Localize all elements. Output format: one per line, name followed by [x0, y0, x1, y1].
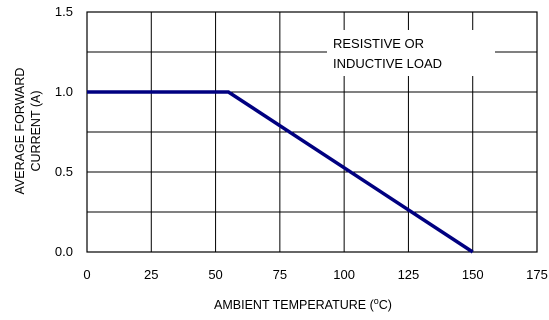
x-tick-label: 150	[462, 267, 484, 282]
x-axis-label-superscript: o	[374, 296, 379, 306]
x-tick-label: 100	[333, 267, 355, 282]
y-tick-labels: 0.0 0.5 1.0 1.5	[55, 4, 73, 259]
y-tick-label: 0.5	[55, 164, 73, 179]
series-line	[87, 90, 474, 254]
annotation-line-1: RESISTIVE OR	[333, 36, 424, 51]
y-axis-label-line-2: CURRENT (A)	[29, 90, 43, 171]
x-tick-label: 25	[144, 267, 158, 282]
annotation-background	[327, 30, 495, 76]
x-axis-label-main: AMBIENT TEMPERATURE (	[214, 298, 375, 312]
series-group	[87, 90, 474, 254]
annotation-line-2: INDUCTIVE LOAD	[333, 56, 442, 71]
y-tick-label: 1.0	[55, 84, 73, 99]
x-tick-label: 175	[526, 267, 548, 282]
x-tick-label: 125	[398, 267, 420, 282]
x-tick-label: 50	[208, 267, 222, 282]
y-tick-label: 1.5	[55, 4, 73, 19]
x-tick-label: 0	[83, 267, 90, 282]
x-axis-label-tail: C)	[379, 298, 392, 312]
y-tick-label: 0.0	[55, 244, 73, 259]
plot-frame	[86, 11, 538, 253]
x-tick-labels: 0 25 50 75 100 125 150 175	[83, 267, 547, 282]
plot-border	[86, 11, 538, 253]
y-axis-label-line-1: AVERAGE FORWARD	[13, 68, 27, 195]
x-tick-label: 75	[273, 267, 287, 282]
x-axis-label: AMBIENT TEMPERATURE (oC)	[214, 296, 392, 312]
